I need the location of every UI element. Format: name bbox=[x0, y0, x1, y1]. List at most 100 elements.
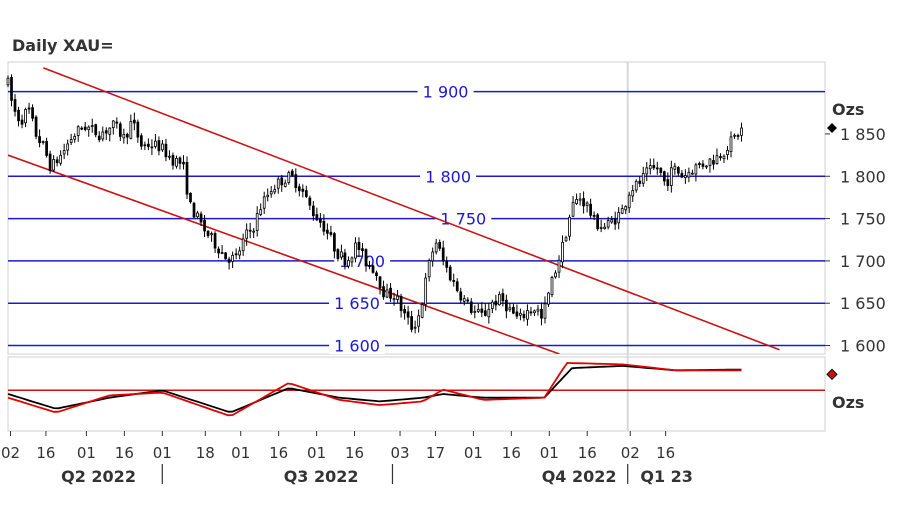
candle-body bbox=[540, 308, 543, 319]
candle bbox=[736, 133, 740, 140]
candle-body bbox=[73, 136, 77, 140]
candle-body bbox=[322, 220, 326, 232]
candle-body bbox=[438, 242, 442, 249]
candle-body bbox=[705, 165, 708, 168]
candle-body bbox=[371, 265, 375, 273]
candle bbox=[469, 298, 473, 315]
candle bbox=[118, 121, 122, 142]
candle bbox=[547, 291, 550, 307]
candle bbox=[589, 198, 592, 219]
y-tick-label: 1 800 bbox=[840, 167, 886, 186]
candle-body bbox=[48, 153, 52, 172]
candle bbox=[427, 258, 431, 282]
y-tick-label: 1 700 bbox=[840, 252, 886, 271]
candle bbox=[108, 127, 112, 142]
candle-body bbox=[529, 311, 533, 314]
candle bbox=[592, 211, 596, 221]
candle-body bbox=[740, 127, 743, 136]
candle bbox=[24, 107, 27, 128]
candle-body bbox=[143, 144, 147, 147]
candle bbox=[248, 222, 252, 239]
level-label: 1 950 bbox=[746, 40, 792, 59]
candle-body bbox=[389, 287, 392, 299]
candle bbox=[199, 211, 203, 227]
level-label: 1 650 bbox=[334, 294, 380, 313]
candle bbox=[606, 216, 610, 230]
candle bbox=[557, 255, 561, 279]
candle bbox=[329, 225, 333, 237]
candle bbox=[505, 294, 508, 319]
y-tick-label: 1 650 bbox=[840, 294, 886, 313]
candle-body bbox=[410, 316, 413, 330]
candle bbox=[150, 139, 154, 156]
candle bbox=[143, 141, 147, 151]
candle bbox=[301, 184, 305, 198]
candle bbox=[424, 272, 428, 311]
candle-body bbox=[354, 242, 357, 259]
level-label-bg bbox=[329, 336, 386, 354]
candle-body bbox=[196, 212, 199, 218]
x-tick-label: 01 bbox=[540, 444, 559, 462]
candle bbox=[234, 248, 238, 260]
candle bbox=[101, 126, 105, 142]
candle bbox=[161, 139, 164, 152]
x-tick-label: 01 bbox=[307, 444, 326, 462]
candle bbox=[445, 256, 449, 273]
candle-body bbox=[234, 253, 238, 256]
candle bbox=[10, 74, 13, 107]
price-panel bbox=[7, 61, 826, 355]
candle-body bbox=[638, 180, 642, 184]
candle-body bbox=[13, 99, 17, 112]
oscillator-axis-unit: Ozs bbox=[832, 393, 864, 412]
candle-body bbox=[610, 219, 614, 223]
candle-body bbox=[69, 139, 73, 143]
candle-body bbox=[125, 133, 129, 138]
candle bbox=[494, 294, 498, 311]
candle-body bbox=[427, 260, 431, 278]
candle-body bbox=[547, 292, 550, 305]
candle bbox=[568, 214, 571, 241]
level-label-bg bbox=[741, 40, 797, 58]
candle-body bbox=[526, 310, 529, 320]
candle-body bbox=[108, 127, 112, 135]
candle bbox=[76, 125, 80, 142]
period-label: Q2 2022 bbox=[61, 467, 136, 486]
candle-body bbox=[38, 136, 41, 144]
candle bbox=[627, 191, 631, 214]
x-tick-label: 16 bbox=[578, 444, 597, 462]
candle bbox=[326, 223, 329, 240]
candle bbox=[38, 129, 41, 148]
candle bbox=[522, 310, 526, 322]
candle bbox=[336, 248, 340, 262]
candle bbox=[434, 238, 438, 255]
candle bbox=[157, 136, 161, 156]
candle-body bbox=[87, 126, 91, 131]
candle bbox=[705, 165, 708, 170]
candle-body bbox=[599, 226, 603, 229]
candle bbox=[262, 191, 266, 214]
candle-body bbox=[666, 179, 670, 187]
level-label-bg bbox=[329, 294, 386, 313]
candle-body bbox=[189, 192, 192, 203]
candle-body bbox=[648, 165, 652, 170]
candle-body bbox=[417, 315, 420, 327]
candle-body bbox=[132, 119, 136, 124]
candle-body bbox=[297, 186, 301, 192]
candle bbox=[217, 246, 220, 259]
candle bbox=[389, 283, 392, 302]
candle-body bbox=[722, 155, 726, 160]
candle-body bbox=[662, 171, 666, 182]
candle-body bbox=[490, 301, 494, 309]
candle bbox=[729, 131, 733, 158]
candle-body bbox=[694, 164, 698, 175]
candle bbox=[712, 154, 715, 170]
candle-body bbox=[557, 259, 561, 273]
candle-body bbox=[136, 121, 140, 138]
candle-body bbox=[101, 131, 105, 140]
y-tick-label: 1 600 bbox=[840, 337, 886, 356]
candle-body bbox=[385, 289, 389, 298]
candle-body bbox=[111, 120, 115, 129]
candle-body bbox=[10, 76, 13, 101]
candle bbox=[733, 133, 736, 139]
candle-body bbox=[227, 258, 231, 263]
